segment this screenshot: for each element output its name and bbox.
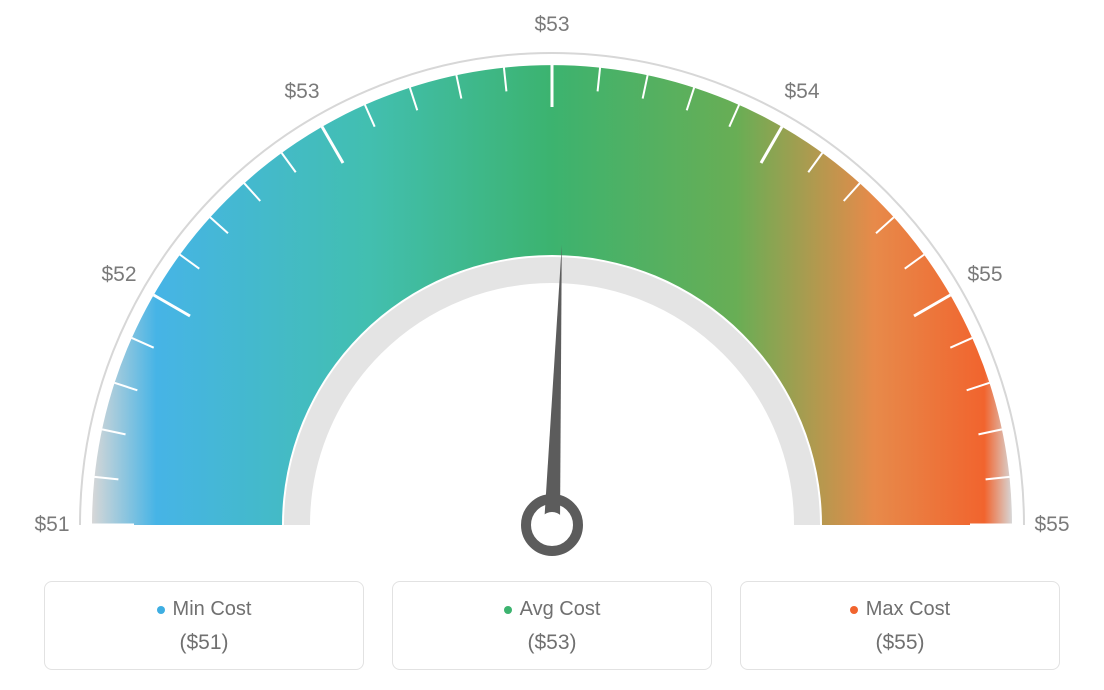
gauge-tick-label: $55 [967, 263, 1002, 287]
legend-card-avg: Avg Cost ($53) [392, 581, 712, 670]
gauge-tick-label: $53 [284, 80, 319, 104]
legend-label-avg: Avg Cost [504, 598, 601, 621]
legend-value-max: ($55) [751, 631, 1049, 655]
legend-label-min: Min Cost [157, 598, 252, 621]
gauge-tick-label: $52 [101, 263, 136, 287]
legend-value-min: ($51) [55, 631, 353, 655]
legend-row: Min Cost ($51) Avg Cost ($53) Max Cost (… [0, 581, 1104, 670]
legend-card-max: Max Cost ($55) [740, 581, 1060, 670]
gauge-tick-label: $55 [1034, 513, 1069, 537]
gauge-svg [27, 20, 1077, 580]
legend-value-avg: ($53) [403, 631, 701, 655]
gauge-tick-label: $54 [784, 80, 819, 104]
gauge-chart: $51 $52 $53 $53 $54 $55 $55 [0, 0, 1104, 560]
gauge-tick-label: $53 [534, 13, 569, 37]
gauge-tick-label: $51 [34, 513, 69, 537]
legend-card-min: Min Cost ($51) [44, 581, 364, 670]
legend-label-max: Max Cost [850, 598, 950, 621]
